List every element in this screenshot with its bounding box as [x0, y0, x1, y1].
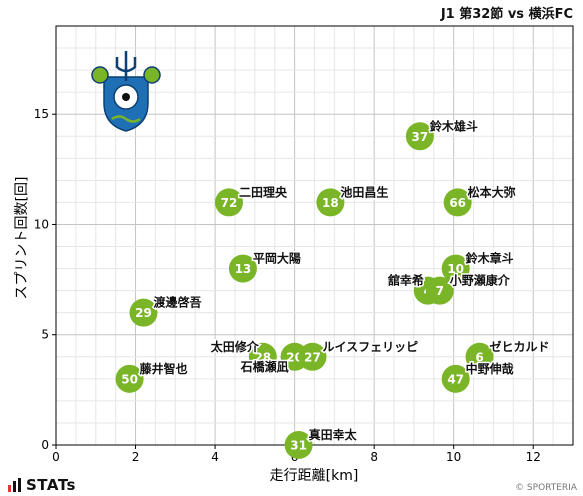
- point-number: 10: [447, 262, 464, 276]
- point-label: 舘幸希: [387, 273, 424, 288]
- point-label: 太田修介: [211, 339, 260, 354]
- point-number: 20: [286, 350, 303, 364]
- point-number: 50: [121, 372, 138, 386]
- plot-frame: [55, 25, 574, 446]
- point-marker: [316, 188, 345, 217]
- point-number: 72: [221, 196, 238, 210]
- x-tick-label: 4: [211, 450, 219, 464]
- point-label: 平岡大陽: [253, 251, 301, 266]
- axes: 0 2 4 6 8 10 12 0 5 10 15: [34, 25, 574, 464]
- y-axis-label: スプリント回数[回]: [14, 177, 30, 300]
- point-number: 37: [412, 130, 429, 144]
- point-number: 28: [254, 350, 271, 364]
- data-point: 7 小野瀬康介: [425, 271, 512, 305]
- x-tick-label: 12: [526, 450, 541, 464]
- x-axis-label: 走行距離[km]: [270, 467, 359, 484]
- y-tick-label: 10: [34, 217, 49, 231]
- point-number: 13: [235, 262, 252, 276]
- x-tick-label: 8: [370, 450, 378, 464]
- shonan-bellmare-crest-icon: [91, 51, 161, 132]
- point-label: 小野瀬康介: [450, 273, 511, 288]
- crest-ball-patch: [122, 93, 130, 101]
- y-tick-label: 15: [34, 107, 49, 121]
- point-marker: [214, 188, 243, 217]
- point-label: 松本大弥: [468, 184, 516, 199]
- point-marker: [115, 364, 144, 393]
- point-number: 47: [447, 372, 464, 386]
- crest-wave-left: [91, 66, 109, 84]
- point-marker: [228, 254, 257, 283]
- point-number: 27: [304, 350, 321, 364]
- x-tick-label: 2: [132, 450, 140, 464]
- data-point: 6 ゼヒカルド: [465, 337, 551, 371]
- point-label: 真田幸太: [309, 427, 358, 442]
- y-tick-label: 0: [41, 438, 49, 452]
- point-marker: [298, 342, 327, 371]
- point-marker: [425, 276, 454, 305]
- point-marker: [405, 122, 434, 151]
- point-number: 18: [322, 196, 339, 210]
- bar-chart-icon: [8, 478, 21, 492]
- crest-trident: [115, 51, 137, 81]
- point-number: 29: [135, 306, 152, 320]
- y-tick-label: 5: [41, 328, 49, 342]
- point-label: 中野伸哉: [466, 361, 514, 376]
- point-label: ゼヒカルド: [490, 339, 550, 354]
- point-number: 7: [436, 284, 444, 298]
- point-label: 池田昌生: [340, 184, 388, 199]
- point-marker: [284, 431, 313, 459]
- copyright-credit: © SPORTERIA: [515, 483, 577, 493]
- point-marker: [441, 254, 470, 283]
- point-number: 6: [475, 350, 483, 364]
- point-number: 66: [449, 196, 466, 210]
- crest-wave: [111, 115, 141, 123]
- point-label: 藤井智也: [139, 361, 188, 376]
- x-tick-label: 0: [52, 450, 60, 464]
- point-label: ルイスフェリッピ: [323, 340, 419, 354]
- point-label: 二田理央: [239, 184, 288, 199]
- point-label: 鈴木章斗: [466, 251, 514, 266]
- data-points: 37鈴木雄斗72二田理央18池田昌生66松本大弥13平岡大陽10鈴木章斗4舘幸希…: [115, 117, 551, 459]
- point-label: 渡邊啓吾: [153, 295, 201, 310]
- point-marker: [129, 298, 158, 327]
- point-label: 石橋瀬凪: [240, 359, 289, 374]
- chart-title: J1 第32節 vs 横浜FC: [440, 7, 573, 22]
- point-marker: [443, 188, 472, 217]
- brand-text: STATs: [26, 476, 76, 494]
- point-marker: [441, 364, 470, 393]
- x-tick-label: 10: [446, 450, 461, 464]
- point-label: 鈴木雄斗: [430, 118, 478, 133]
- grid: [55, 25, 574, 446]
- crest-wave-right: [143, 66, 161, 84]
- stats-brand-logo: STATs: [8, 476, 76, 494]
- point-marker: [248, 342, 277, 371]
- point-number: 31: [290, 439, 307, 453]
- point-marker: [465, 342, 494, 371]
